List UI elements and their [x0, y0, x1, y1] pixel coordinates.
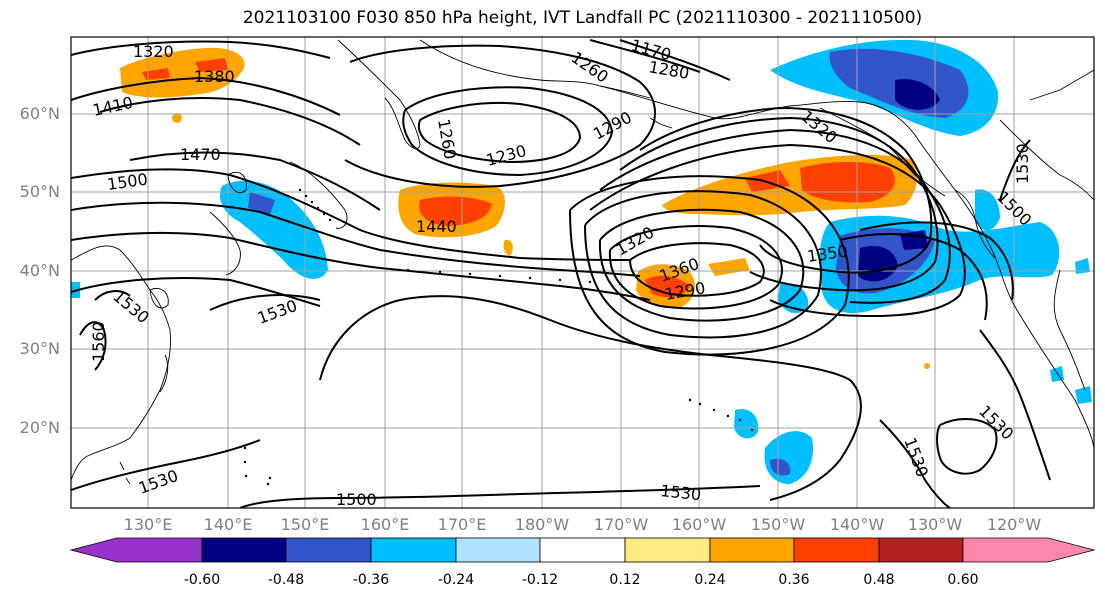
colorbar: [69, 537, 1096, 563]
colorbar-tick-label: 0.24: [694, 572, 726, 588]
colorbar-tick-label: 0.12: [609, 572, 641, 588]
lat-label: 30°N: [19, 339, 60, 358]
lon-label: 130°E: [123, 515, 173, 534]
contour-label: 1470: [180, 145, 221, 164]
lat-label: 50°N: [19, 182, 60, 201]
colorbar-tick-label: 0.48: [863, 572, 895, 588]
colorbar-tick-label: 0.60: [947, 572, 979, 588]
lat-label: 20°N: [19, 418, 60, 437]
contour-label: 1500: [336, 490, 377, 509]
map-panel: 1320 1380 1410 1470 1500 1440 1260 1230 …: [71, 37, 1094, 509]
colorbar-tick-label: 0.36: [778, 572, 810, 588]
lat-label: 40°N: [19, 261, 60, 280]
lon-label: 160°W: [671, 515, 727, 534]
colorbar-segment: [709, 537, 795, 563]
lon-label: 120°W: [986, 515, 1042, 534]
contour-label: 1530: [1013, 143, 1032, 184]
ivt-shading-positive: [120, 47, 930, 369]
colorbar-segment: [455, 537, 541, 563]
colorbar-segment: [285, 537, 372, 563]
colorbar-segment: [878, 537, 964, 563]
colorbar-segment: [69, 537, 203, 563]
contour-label: 1530: [660, 481, 702, 504]
lon-label: 140°W: [829, 515, 885, 534]
coastlines: [71, 39, 1094, 485]
lon-label: 150°E: [280, 515, 330, 534]
colorbar-tick-label: -0.24: [437, 572, 475, 588]
contour-label: 1440: [416, 217, 457, 236]
lon-label: 160°E: [360, 515, 410, 534]
colorbar-tick-label: -0.48: [267, 572, 305, 588]
lon-label: 180°W: [514, 515, 570, 534]
colorbar-tick-label: -0.60: [183, 572, 221, 588]
colorbar-tick-label: -0.36: [352, 572, 390, 588]
lon-label: 170°W: [593, 515, 649, 534]
contour-label: 1560: [89, 321, 108, 362]
contour-label: 1320: [133, 42, 174, 61]
colorbar-tick-label: -0.12: [521, 572, 559, 588]
colorbar-segment: [539, 537, 626, 563]
colorbar-segment: [370, 537, 457, 563]
colorbar-segment: [624, 537, 711, 563]
colorbar-segment: [793, 537, 880, 563]
lon-label: 150°W: [750, 515, 806, 534]
contour-label: 1380: [194, 67, 235, 86]
height-contours: [71, 39, 1051, 508]
ivt-shading-negative: [71, 39, 1092, 484]
colorbar-segment: [962, 537, 1096, 563]
lon-label: 140°E: [203, 515, 253, 534]
map-title: 2021103100 F030 850 hPa height, IVT Land…: [242, 8, 923, 28]
lon-label: 130°W: [907, 515, 963, 534]
colorbar-segment: [201, 537, 287, 563]
lon-label: 170°E: [437, 515, 487, 534]
map-frame: [70, 36, 1095, 509]
lat-label: 60°N: [19, 104, 60, 123]
